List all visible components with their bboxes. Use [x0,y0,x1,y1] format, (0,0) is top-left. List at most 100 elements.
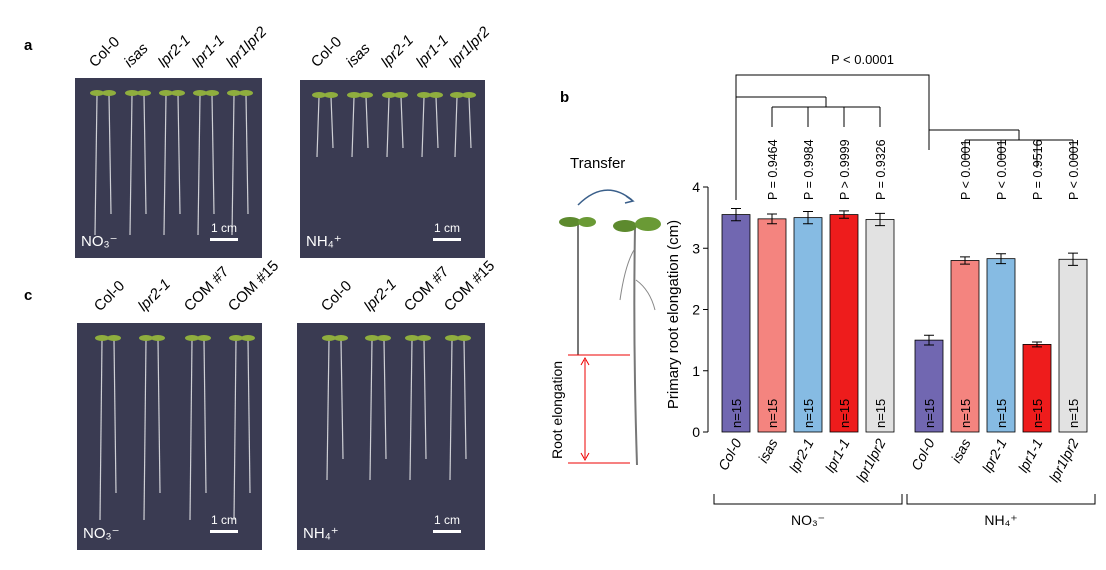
scale-bar [210,238,238,241]
error-bar [960,256,970,265]
panel-label: b [560,89,569,106]
genotype-label: Col-0 [308,33,345,70]
genotype-label: lpr2-1 [361,276,400,315]
leaf [559,217,581,227]
scale-bar [210,530,238,533]
genotype-label: isas [121,40,152,71]
seedling-root [351,96,355,158]
seedling-leaves [324,92,338,98]
bar [865,219,895,433]
p-label: P < 0.0001 [959,139,973,200]
seedling-root [400,96,404,149]
seedling-leaves [90,90,104,96]
seedling-leaves [377,335,391,341]
n-label: n=15 [765,399,780,428]
genotype-label: lpr2-1 [155,32,194,71]
seedling-leaves [137,90,151,96]
bar [1022,344,1052,433]
n-label: n=15 [1030,399,1045,428]
error-bar [839,210,849,219]
y-axis-label: Primary root elongation (cm) [665,220,682,409]
group-label: NH₄⁺ [984,512,1017,528]
y-tick-label: 0 [692,424,700,440]
seedling-leaves [417,92,431,98]
seedling-leaves [227,90,241,96]
seedling-root [231,94,235,236]
seedling-root [330,96,334,149]
seedling-leaves [193,90,207,96]
n-label: n=15 [873,399,888,428]
seedling-leaves [334,335,348,341]
seedling-leaves [95,335,109,341]
seedling-leaves [151,335,165,341]
seedling-root [157,339,161,494]
group-label: NO₃⁻ [791,512,825,528]
seedling-root [245,94,249,215]
transfer-label: Transfer [570,155,625,172]
x-tick-label: lpr1lpr2 [853,436,889,485]
seedling-root [143,339,147,521]
seedling-root [163,94,167,236]
plate-photo [300,80,485,258]
seedling-root [233,339,237,521]
p-label: P < 0.0001 [1067,139,1081,200]
seedling-root [423,339,427,460]
seedling-leaves [445,335,459,341]
genotype-label: lpr1-1 [413,32,452,71]
x-tick-label: lpr1-1 [822,436,853,475]
x-tick-label: isas [755,436,781,466]
condition-label: NH₄⁺ [303,525,339,542]
x-tick-label: lpr2-1 [979,436,1010,475]
seedling-leaves [171,90,185,96]
seedling-root [421,96,425,158]
panel-label: a [24,37,33,54]
n-label: n=15 [801,399,816,428]
seedling-leaves [125,90,139,96]
seedling-root [449,339,453,481]
x-tick-label: lpr1-1 [1015,436,1046,475]
genotype-label: Col-0 [318,277,355,314]
seedling-leaves [382,92,396,98]
genotype-label: Col-0 [86,33,123,70]
genotype-label: lpr2-1 [378,32,417,71]
p-label: P > 0.9999 [838,139,852,200]
bar [721,214,751,433]
seedling-leaves [457,335,471,341]
seedling-root [463,339,467,460]
error-bar [875,212,885,227]
seedling-root [409,339,413,481]
p-label: P = 0.9984 [802,139,816,200]
x-tick-label: lpr2-1 [786,436,817,475]
bar [950,260,980,433]
error-bar [1068,252,1078,266]
seedling-root [386,96,390,158]
scale-bar-label: 1 cm [434,513,460,527]
seedling-root [454,96,458,158]
plate-photo [75,78,262,258]
seedling-root [203,339,207,494]
y-tick-label: 4 [692,179,700,195]
top-bracket [735,74,930,130]
seedling-root [143,94,147,215]
y-tick-label: 3 [692,240,700,256]
error-bar [1032,341,1042,348]
scale-bar [433,238,461,241]
n-label: n=15 [994,399,1009,428]
genotype-label: lpr1lpr2 [446,23,494,71]
marker-arrow-head [580,356,590,462]
p-label: P = 0.9464 [766,139,780,200]
error-bar [767,213,777,225]
seedling-root [99,339,103,521]
seedling-root [113,339,117,494]
seedling-leaves [241,335,255,341]
x-tick-label: Col-0 [908,436,938,473]
seedling-leaves [205,90,219,96]
seedling-root [435,96,439,149]
scale-bar [433,530,461,533]
seedling-root [365,96,369,149]
top-p-label: P < 0.0001 [831,52,894,67]
error-bar [803,211,813,225]
seedling-leaves [405,335,419,341]
x-tick-label: isas [948,436,974,466]
